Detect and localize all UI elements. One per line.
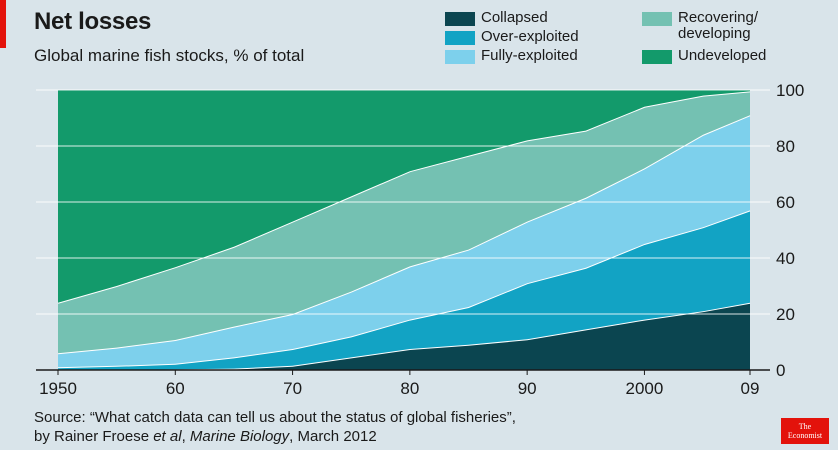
- y-tick-label-100: 100: [776, 81, 804, 100]
- chart-areas: [57, 90, 751, 371]
- legend-swatch-collapsed: [445, 12, 475, 26]
- area-chart: 0 20 40 60 80 100 1950 60 70 80 90 2000 09: [36, 81, 804, 398]
- legend-label-collapsed: Collapsed: [481, 9, 548, 26]
- chart-subtitle: Global marine fish stocks, % of total: [34, 46, 305, 65]
- logo-line-1: The: [798, 422, 812, 431]
- legend-swatch-undeveloped: [642, 50, 672, 64]
- legend-label-undeveloped: Undeveloped: [678, 47, 767, 64]
- x-tick-label-2000: 2000: [626, 379, 664, 398]
- area-fully-exploited: [58, 115, 750, 368]
- x-tick-label-1990: 90: [518, 379, 537, 398]
- legend-item-fully-exploited: Fully-exploited: [445, 48, 579, 67]
- chart-gridlines: [36, 89, 770, 371]
- chart-title: Net losses: [34, 8, 152, 35]
- source-line-2: by Rainer Froese et al, Marine Biology, …: [34, 427, 516, 446]
- legend-label-recovering: Recovering/ developing: [678, 9, 759, 42]
- source-authors: by Rainer Froese: [34, 428, 154, 445]
- y-tick-label-0: 0: [776, 361, 785, 380]
- legend-swatch-recovering: [642, 12, 672, 26]
- source-note: Source: “What catch data can tell us abo…: [34, 408, 516, 446]
- legend-label-fully-exploited: Fully-exploited: [481, 47, 578, 64]
- x-tick-label-1970: 70: [283, 379, 302, 398]
- y-tick-label-20: 20: [776, 305, 795, 324]
- accent-bar: [0, 0, 6, 48]
- logo-line-2: Economist: [787, 431, 823, 440]
- source-journal: Marine Biology: [189, 428, 290, 445]
- x-tick-label-1960: 60: [166, 379, 185, 398]
- legend-swatch-over-exploited: [445, 31, 475, 45]
- area-undeveloped: [58, 90, 750, 303]
- legend-item-undeveloped: Undeveloped: [642, 48, 766, 67]
- economist-logo: The Economist: [781, 418, 829, 444]
- area-over-exploited: [58, 210, 750, 370]
- source-line-1: Source: “What catch data can tell us abo…: [34, 409, 516, 426]
- legend-item-collapsed: Collapsed: [445, 10, 579, 29]
- legend-col-1: Collapsed Over-exploited Fully-exploited: [445, 10, 579, 67]
- source-date: , March 2012: [289, 428, 377, 445]
- x-axis: 1950 60 70 80 90 2000 09: [39, 370, 759, 398]
- legend-swatch-fully-exploited: [445, 50, 475, 64]
- area-recovering: [58, 91, 750, 354]
- y-tick-label-40: 40: [776, 249, 795, 268]
- y-tick-label-80: 80: [776, 137, 795, 156]
- y-tick-label-60: 60: [776, 193, 795, 212]
- x-tick-label-2009: 09: [741, 379, 760, 398]
- legend-item-recovering: Recovering/ developing: [642, 10, 766, 48]
- y-axis: 0 20 40 60 80 100: [776, 81, 804, 380]
- source-et-al: et al: [153, 428, 182, 445]
- legend-col-2: Recovering/ developing Undeveloped: [642, 10, 766, 67]
- x-tick-label-1950: 1950: [39, 379, 77, 398]
- area-collapsed: [58, 302, 750, 370]
- legend-label-over-exploited: Over-exploited: [481, 28, 579, 45]
- legend-item-over-exploited: Over-exploited: [445, 29, 579, 48]
- source-comma: ,: [181, 428, 190, 445]
- x-tick-label-1980: 80: [400, 379, 419, 398]
